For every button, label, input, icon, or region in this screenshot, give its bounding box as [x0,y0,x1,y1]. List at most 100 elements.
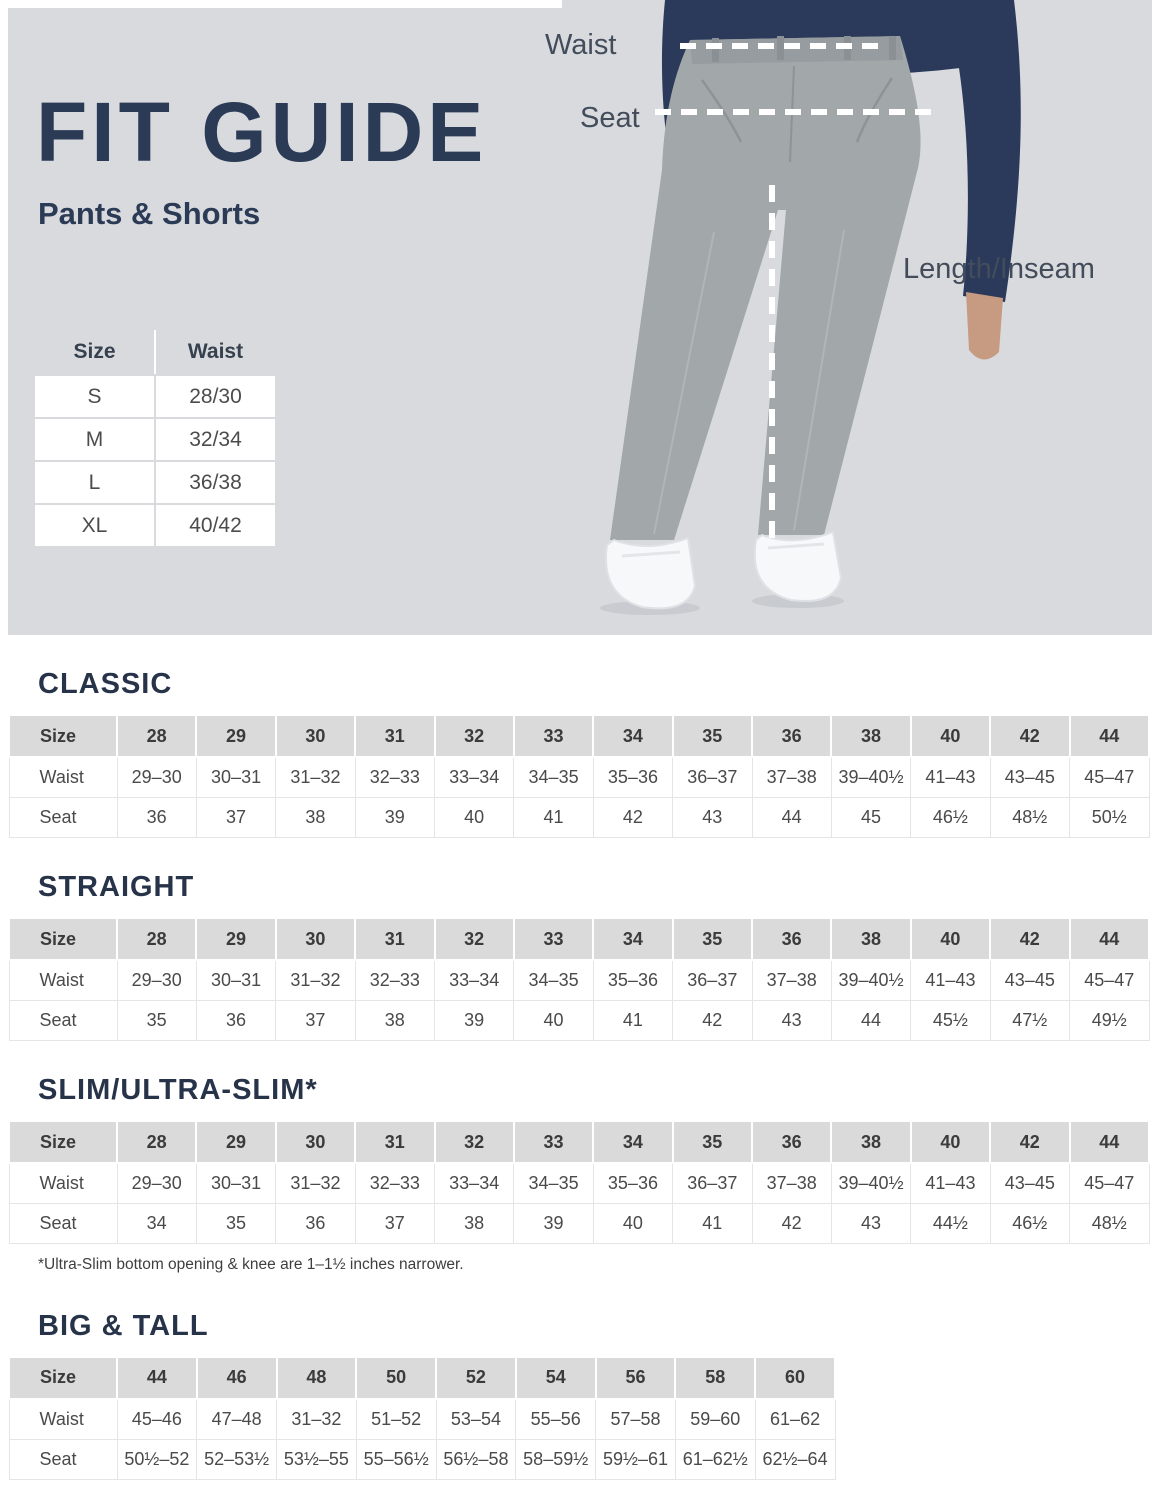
seat-value-cell: 48½ [1069,1203,1150,1244]
seat-value-cell: 43 [672,797,753,838]
hero-section: FIT GUIDE Pants & Shorts Waist Seat Leng… [8,0,1152,635]
size-header-cell: 42 [989,714,1071,758]
size-header-cell: 30 [274,917,357,961]
waist-value-cell: 51–52 [355,1398,437,1440]
size-header-cell: 44 [1068,1120,1150,1164]
waist-value-cell: 34–35 [513,756,594,798]
size-header-cell: 29 [195,714,277,758]
waistband [690,36,903,64]
size-header-cell: 44 [1068,917,1150,961]
waist-value-cell: 37–38 [751,756,832,798]
seat-value-cell: 36 [275,1203,356,1244]
length-inseam-measure-label: Length/Inseam [903,253,1095,285]
seat-value-cell: 42 [751,1203,832,1244]
waist-value-cell: 39–40½ [830,756,912,798]
seat-value-cell: 59½–61 [595,1438,676,1480]
size-column-header: Size [8,1120,118,1164]
waist-value-cell: 43–45 [989,959,1071,1001]
seat-measure-label: Seat [580,102,640,134]
size-header-cell: 28 [115,714,198,758]
waist-value-cell: 35–36 [592,756,674,798]
section-heading-big-and-tall: BIG & TALL [38,1309,209,1342]
size-header-cell: 35 [671,1120,754,1164]
seat-value-cell: 39 [433,1000,515,1041]
size-header-cell: 40 [909,1120,992,1164]
size-header-cell: 46 [195,1355,278,1400]
waist-value-cell: 34–35 [513,1162,594,1204]
waist-measure-label: Waist [545,29,617,61]
mini-size-cell: S [35,376,154,417]
size-header-cell: 30 [274,714,357,758]
waist-value-cell: 37–38 [751,959,832,1001]
mini-waist-cell: 32/34 [156,419,275,460]
waist-value-cell: 35–36 [592,959,674,1001]
size-column-header: Size [8,1355,118,1400]
size-header-cell: 54 [514,1355,597,1400]
row-label-cell: Waist [8,756,118,798]
seat-value-cell: 44 [830,1000,912,1041]
waist-value-cell: 45–47 [1069,1162,1150,1204]
waist-value-cell: 30–31 [195,1162,277,1204]
seat-value-cell: 42 [592,797,674,838]
section-heading-straight: STRAIGHT [38,871,195,903]
size-header-cell: 31 [354,714,436,758]
seat-value-cell: 41 [672,1203,753,1244]
size-header-cell: 35 [671,917,754,961]
size-header-cell: 31 [354,1120,436,1164]
row-label-cell: Waist [8,1398,118,1440]
waist-value-cell: 29–30 [116,1162,197,1204]
waist-value-cell: 37–38 [751,1162,832,1204]
seat-value-cell: 43 [830,1203,912,1244]
waist-value-cell: 39–40½ [830,1162,912,1204]
seat-value-cell: 40 [513,1000,594,1041]
seat-value-cell: 44 [751,797,832,838]
waist-value-cell: 29–30 [116,959,197,1001]
size-header-cell: 34 [592,714,674,758]
size-header-cell: 30 [274,1120,357,1164]
seat-value-cell: 38 [354,1000,436,1041]
size-chart-header-row: Size 28 29 30 31 32 33 34 35 36 38 40 42 44 [8,1120,1150,1164]
model-photo [562,0,1152,635]
section-heading-classic: CLASSIC [38,668,173,700]
size-header-cell: 40 [909,917,992,961]
size-header-cell: 32 [433,917,515,961]
shoe-laces [621,542,825,558]
waist-value-cell: 36–37 [672,959,753,1001]
size-header-cell: 35 [671,714,754,758]
row-label-cell: Seat [8,797,118,838]
mini-size-cell: L [35,462,154,503]
waist-value-cell: 55–56 [515,1398,597,1440]
size-header-cell: 42 [989,1120,1071,1164]
seat-row: Seat 34 35 36 37 38 39 40 41 42 43 44½ 46½ 48½ [8,1203,1150,1244]
waist-row: Waist 29–30 30–31 31–32 32–33 33–34 34–35 35–36… [8,756,1150,798]
seat-value-cell: 45½ [910,1000,991,1041]
waist-value-cell: 32–33 [354,756,436,798]
waist-value-cell: 30–31 [195,756,277,798]
size-chart-header-row: Size 28 29 30 31 32 33 34 35 36 38 40 42 44 [8,917,1150,961]
size-header-cell: 32 [433,714,515,758]
size-header-cell: 36 [750,714,833,758]
hero-size-table: Size Waist S 28/30 M 32/34 L 36/38 XL 40/42 [35,330,275,548]
size-header-cell: 56 [594,1355,677,1400]
waist-value-cell: 57–58 [595,1398,676,1440]
size-header-cell: 40 [909,714,992,758]
waist-value-cell: 59–60 [674,1398,756,1440]
seat-value-cell: 37 [275,1000,356,1041]
seat-value-cell: 36 [116,797,197,838]
size-header-cell: 32 [433,1120,515,1164]
seat-value-cell: 39 [513,1203,594,1244]
size-header-cell: 48 [275,1355,358,1400]
waist-value-cell: 31–32 [275,959,356,1001]
seat-value-cell: 47½ [989,1000,1071,1041]
size-column-header: Size [8,917,118,961]
row-label-cell: Seat [8,1000,118,1041]
seat-value-cell: 43 [751,1000,832,1041]
seat-value-cell: 34 [116,1203,197,1244]
mini-waist-cell: 28/30 [156,376,275,417]
size-chart-header-row: Size 44 46 48 50 52 54 56 58 60 [8,1355,836,1400]
size-header-cell: 42 [989,917,1071,961]
waist-value-cell: 43–45 [989,1162,1071,1204]
size-header-cell: 38 [830,917,912,961]
waist-value-cell: 33–34 [433,959,515,1001]
waist-value-cell: 41–43 [910,959,991,1001]
